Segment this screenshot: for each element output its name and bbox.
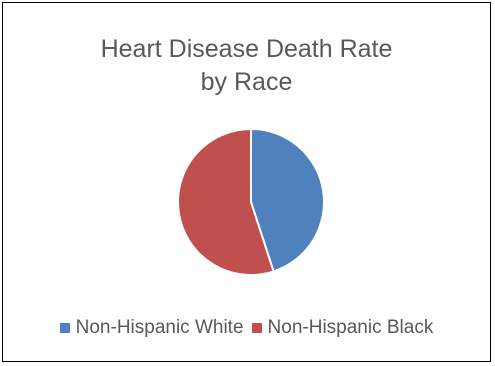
pie-slice-white xyxy=(250,127,325,273)
legend-label-black: Non-Hispanic Black xyxy=(267,317,434,338)
pie-slice-black xyxy=(177,127,275,276)
chart-title-line-2: by Race xyxy=(200,68,293,96)
legend-item-white: Non-Hispanic White xyxy=(59,317,244,339)
legend-swatch-white xyxy=(59,323,70,333)
legend-item-black: Non-Hispanic Black xyxy=(251,317,434,339)
legend-swatch-black xyxy=(251,323,262,333)
legend-label-white: Non-Hispanic White xyxy=(75,317,244,338)
chart-legend: Non-Hispanic White Non-Hispanic Black xyxy=(3,317,490,339)
chart-title: Heart Disease Death Rate by Race xyxy=(3,33,490,99)
chart-area: Heart Disease Death Rate by Race Non-His… xyxy=(2,2,491,362)
pie-chart xyxy=(177,127,325,276)
chart-title-line-1: Heart Disease Death Rate xyxy=(100,35,393,63)
